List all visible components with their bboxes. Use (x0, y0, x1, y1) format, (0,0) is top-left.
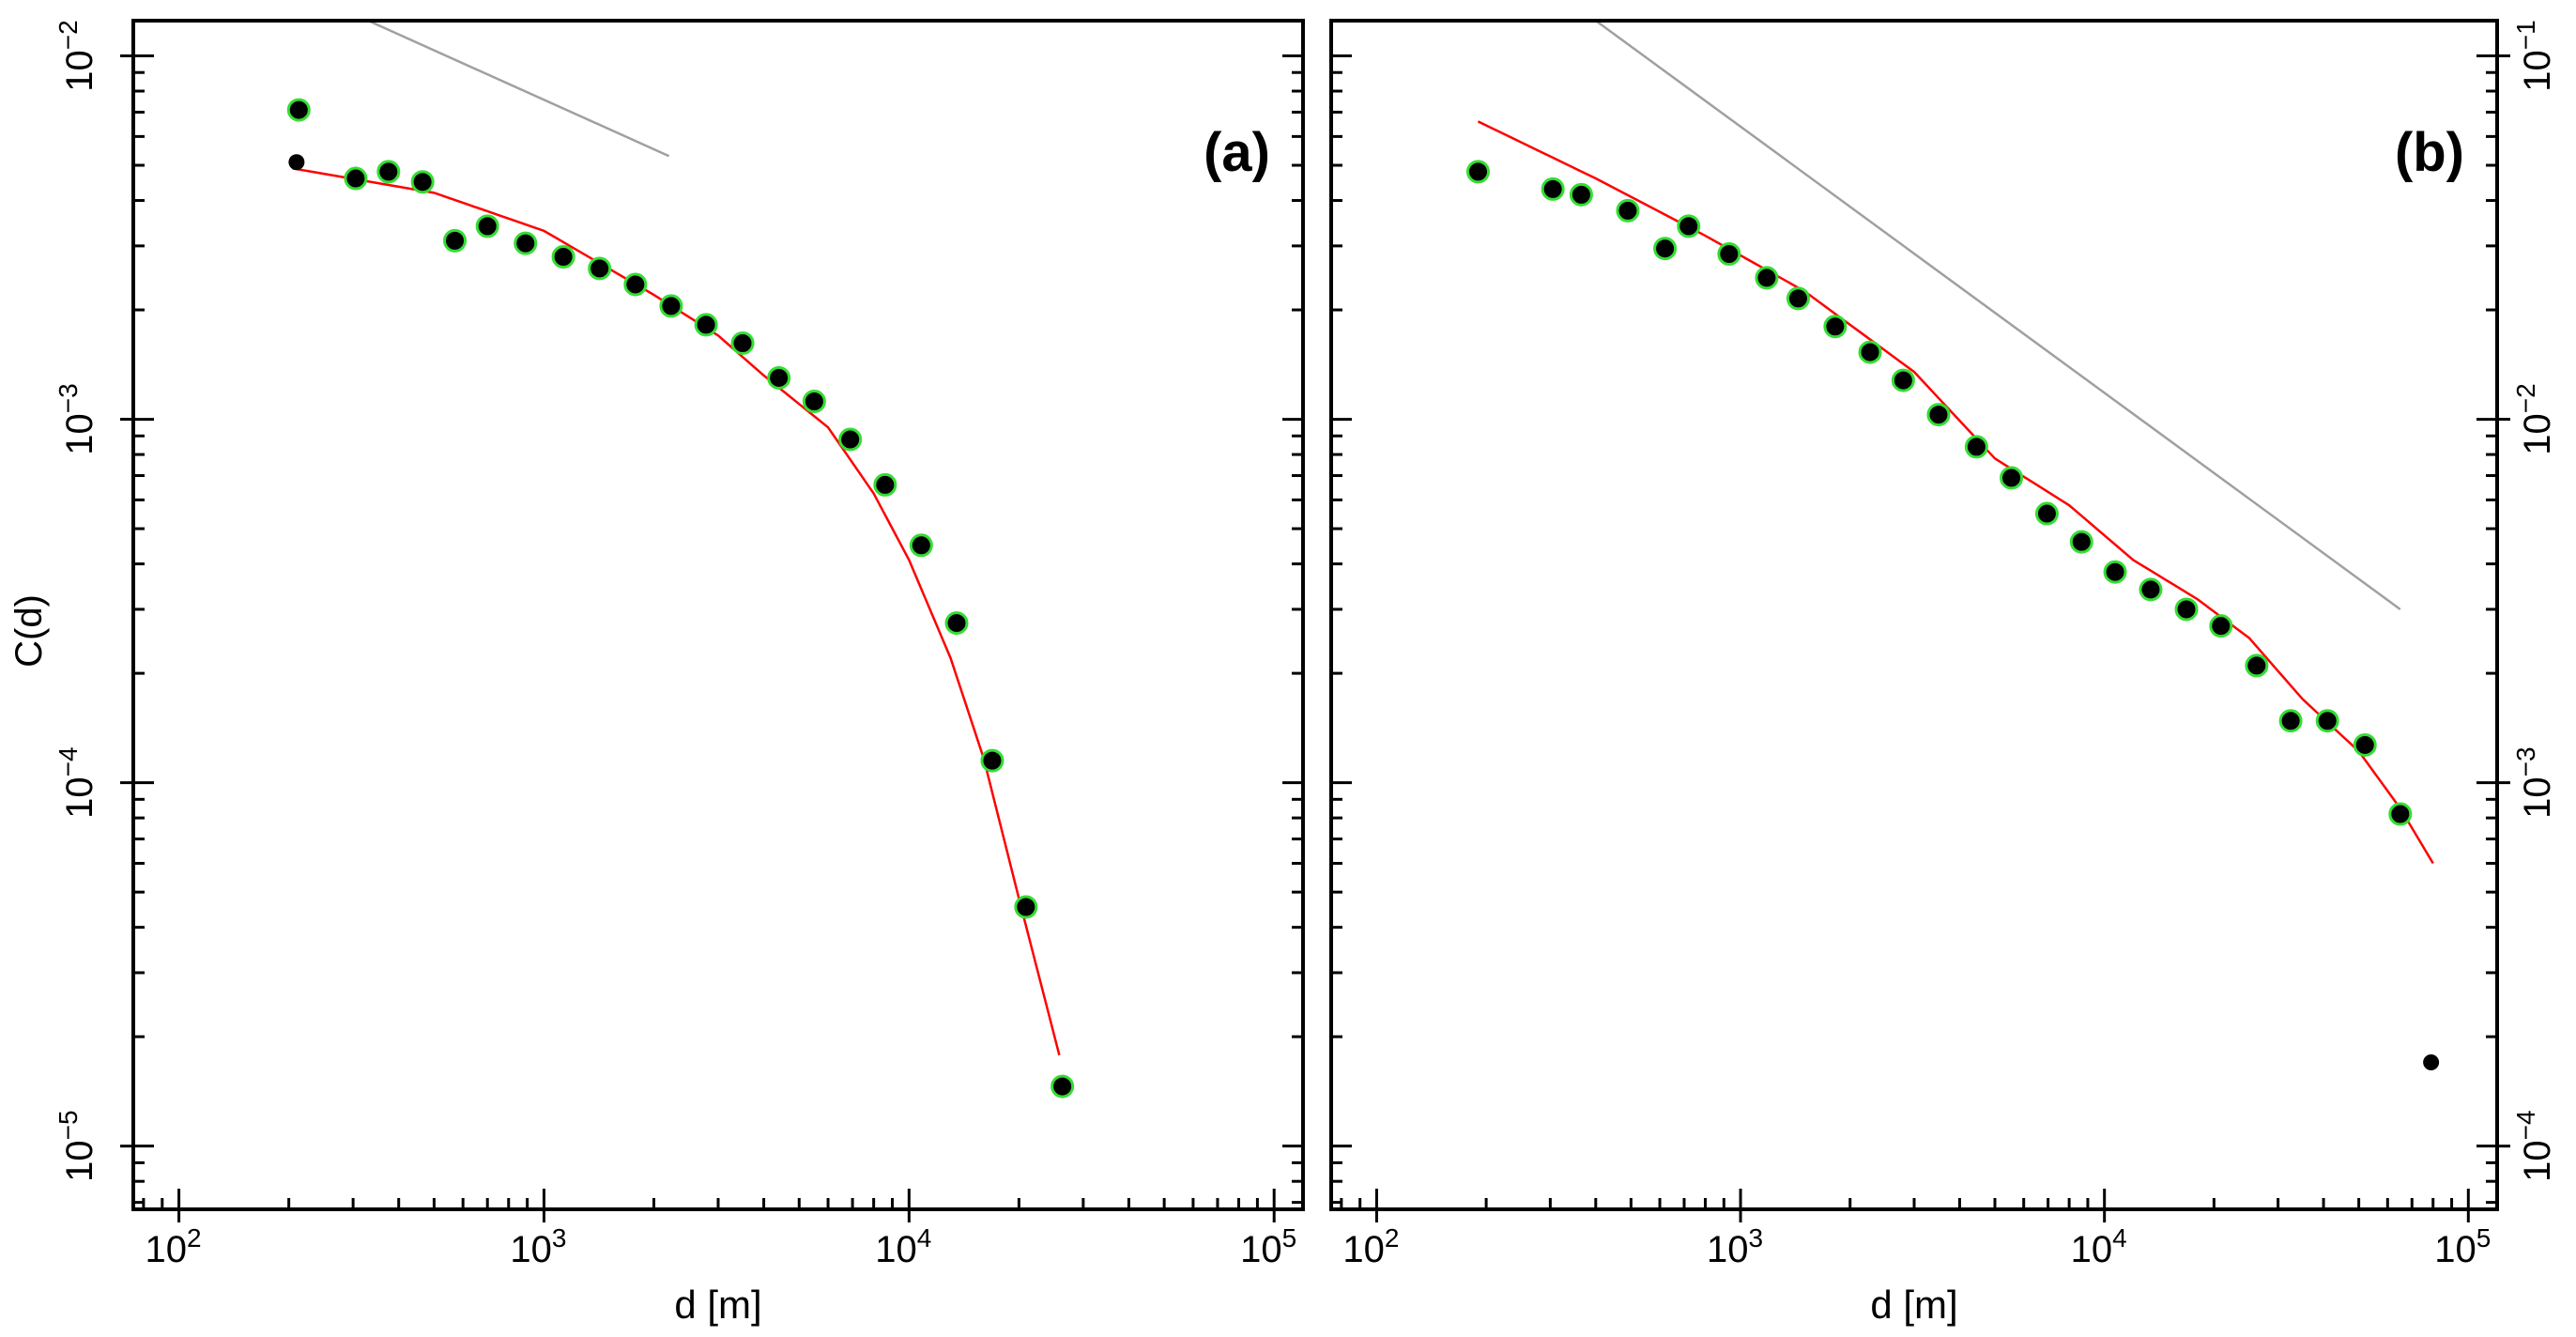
data-point (1050, 1074, 1075, 1099)
data-point (1465, 160, 1490, 184)
data-point (1717, 242, 1741, 267)
data-point (2245, 653, 2269, 678)
data-point (2103, 560, 2127, 584)
panel-a-tick-labels: 102 103 104 105 10−5 10−4 10−3 10−2 (54, 20, 1296, 1270)
y-tick-label: 10−3 (2511, 746, 2558, 818)
y-tick-label: 10−2 (54, 20, 100, 91)
panel-b-label: (b) (2395, 122, 2464, 183)
y-tick-label: 10−5 (54, 1110, 100, 1181)
data-point (286, 98, 311, 122)
panel-b-tick-labels: 102 103 104 105 10−4 10−3 10−2 10−1 (1342, 20, 2558, 1270)
x-tick-label: 103 (1707, 1223, 1763, 1270)
panel-b: 102 103 104 105 10−4 10−3 10−2 10−1 (b) d [m] (1329, 19, 2558, 1327)
data-point (1541, 177, 1565, 201)
data-point (2315, 709, 2339, 733)
data-point (376, 160, 401, 184)
panel-a-frame (131, 19, 1305, 1211)
x-tick-label: 102 (146, 1223, 202, 1270)
y-tick-label: 10−3 (54, 383, 100, 454)
data-point (1823, 315, 1848, 339)
data-point (1786, 286, 1810, 311)
y-tick-label: 10−2 (2511, 383, 2558, 454)
data-point (551, 244, 575, 269)
data-point (980, 748, 1004, 773)
data-point-unringed (2423, 1053, 2440, 1070)
data-point (659, 294, 683, 318)
data-point (410, 170, 435, 194)
data-point (344, 166, 368, 191)
data-point (1653, 237, 1678, 261)
panel-b-ticks (1331, 54, 2510, 1222)
y-tick-label: 10−4 (54, 746, 100, 818)
y-tick-label: 10−1 (2511, 20, 2558, 91)
y-axis-label: C(d) (8, 594, 50, 668)
panel-a: 102 103 104 105 10−5 10−4 10−3 10−2 (a) d [m] (54, 19, 1305, 1327)
data-point (1616, 198, 1640, 223)
data-point (2000, 466, 2024, 490)
data-point (2388, 802, 2413, 826)
data-point (443, 228, 468, 253)
x-tick-label: 105 (2434, 1223, 2491, 1270)
panel-b-x-axis-label: d [m] (1870, 1283, 1957, 1327)
panel-b-frame (1329, 19, 2499, 1211)
y-tick-label: 10−4 (2511, 1110, 2558, 1181)
x-tick-label: 104 (875, 1223, 931, 1270)
x-tick-label: 102 (1342, 1223, 1399, 1270)
data-point (802, 390, 826, 414)
data-point (1014, 895, 1038, 919)
x-tick-label: 104 (2071, 1223, 2127, 1270)
data-point (2139, 577, 2163, 602)
data-point (2069, 530, 2093, 554)
data-point (475, 214, 499, 238)
data-point (944, 611, 969, 636)
panel-b-fit-curve (1477, 120, 2434, 865)
data-point (2034, 501, 2059, 526)
data-point (1858, 340, 1882, 364)
panel-a-label: (a) (1204, 122, 1270, 183)
panel-a-reference-line (367, 19, 670, 158)
data-point (588, 256, 612, 281)
data-point (623, 272, 648, 297)
data-point (909, 533, 933, 558)
data-point (1755, 266, 1779, 290)
data-point (1964, 435, 1988, 459)
data-point-unringed (288, 154, 305, 171)
panel-b-data-points (1465, 160, 2440, 1070)
panel-a-x-axis-label: d [m] (674, 1283, 761, 1327)
x-tick-label: 105 (1240, 1223, 1296, 1270)
data-point (1569, 182, 1593, 207)
data-point (730, 330, 755, 355)
data-point (2209, 614, 2233, 638)
data-point (838, 427, 863, 452)
data-point (2174, 597, 2199, 622)
panel-a-data-points (286, 98, 1075, 1099)
data-point (2353, 732, 2377, 757)
data-point (1891, 368, 1915, 392)
panel-b-reference-line (1595, 19, 2401, 610)
data-point (873, 472, 897, 497)
panel-a-ticks (120, 54, 1303, 1222)
data-point (514, 231, 538, 255)
data-point (1926, 403, 1951, 427)
data-point (2278, 709, 2303, 733)
data-point (767, 365, 791, 390)
x-tick-label: 103 (510, 1223, 566, 1270)
data-point (1677, 214, 1701, 238)
data-point (694, 313, 718, 337)
